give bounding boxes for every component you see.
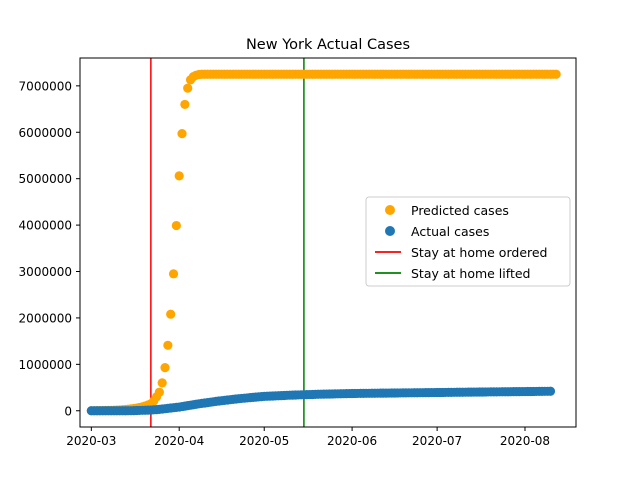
x-tick-label: 2020-03 <box>66 434 116 448</box>
predicted-cases-point <box>183 83 193 93</box>
x-axis: 2020-03 2020-04 2020-05 2020-06 2020-07 2020-… <box>66 427 550 448</box>
y-tick-label: 4000000 <box>19 219 72 233</box>
y-tick-label: 7000000 <box>19 79 72 93</box>
legend-label-stay-home-lifted: Stay at home lifted <box>411 266 530 281</box>
legend-label-actual: Actual cases <box>411 224 489 239</box>
predicted-cases-point <box>166 309 176 319</box>
predicted-cases-point <box>160 362 170 373</box>
x-tick-label: 2020-07 <box>412 434 462 448</box>
x-tick-label: 2020-04 <box>154 434 204 448</box>
predicted-cases-point <box>551 69 561 79</box>
series-actual-cases <box>86 386 556 416</box>
predicted-cases-point <box>174 171 184 181</box>
predicted-cases-point <box>163 340 173 350</box>
plot-frame <box>79 57 577 428</box>
vertical-lines <box>150 58 305 427</box>
x-tick-label: 2020-05 <box>239 434 289 448</box>
x-tick-label: 2020-08 <box>500 434 550 448</box>
legend: Predicted cases Actual cases Stay at hom… <box>365 196 571 287</box>
y-tick-label: 1000000 <box>19 358 72 372</box>
chart-title: New York Actual Cases <box>246 37 410 53</box>
predicted-cases-point <box>157 378 167 388</box>
legend-label-stay-home-ordered: Stay at home ordered <box>411 245 548 260</box>
y-tick-label: 2000000 <box>19 311 72 325</box>
x-tick-label: 2020-06 <box>327 434 377 448</box>
y-tick-label: 3000000 <box>19 265 72 279</box>
y-tick-label: 6000000 <box>19 126 72 140</box>
predicted-cases-point <box>154 387 164 397</box>
predicted-cases-point <box>171 220 181 231</box>
predicted-cases-point <box>180 99 190 110</box>
legend-marker-actual <box>385 226 395 236</box>
predicted-cases-point <box>177 129 187 139</box>
legend-label-predicted: Predicted cases <box>411 203 509 218</box>
actual-cases-point <box>545 386 556 396</box>
y-tick-label: 5000000 <box>19 172 72 186</box>
y-axis: 0 1000000 2000000 3000000 4000000 5000000 6000… <box>19 79 80 418</box>
legend-marker-predicted <box>385 205 395 215</box>
predicted-cases-point <box>168 269 179 279</box>
legend-box <box>365 196 571 287</box>
y-tick-label: 0 <box>64 404 72 418</box>
